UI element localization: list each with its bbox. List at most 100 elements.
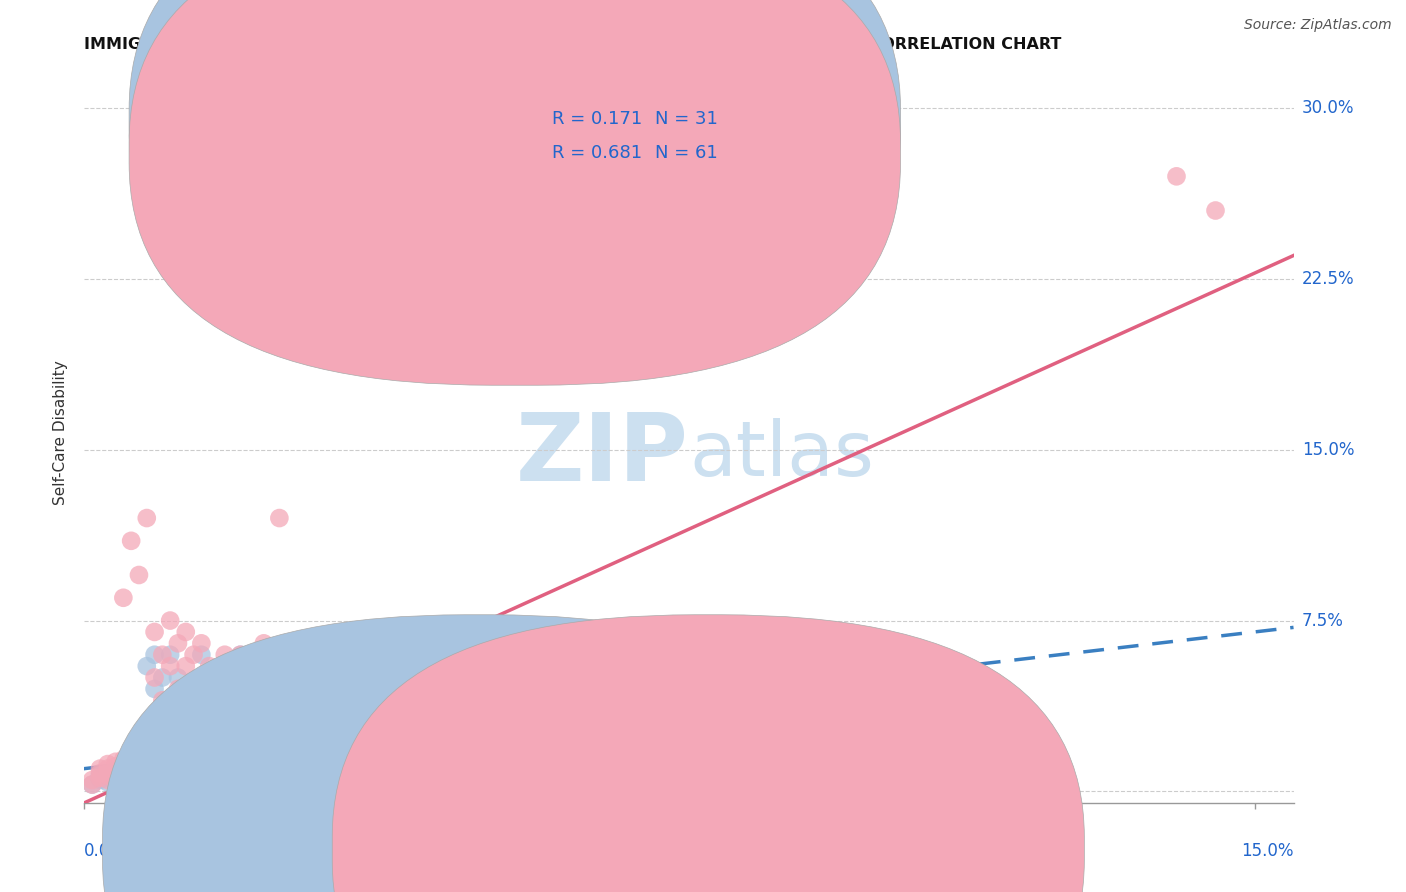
Point [128,771,150,785]
Point [190,671,212,685]
Point [104,764,127,778]
Point [120,766,142,780]
Point [97,762,120,776]
FancyBboxPatch shape [103,615,855,892]
Point [120,762,142,776]
Point [190,636,212,650]
Point [190,648,212,662]
Point [135,757,157,772]
Point [135,511,157,525]
Point [307,648,329,662]
Point [97,766,120,780]
Text: R = 0.681: R = 0.681 [553,144,643,161]
Point [269,511,291,525]
Point [97,768,120,782]
Point [150,693,173,707]
Point [737,671,759,685]
Point [120,757,142,772]
Point [128,755,150,769]
Point [253,636,276,650]
Text: ZIP: ZIP [516,409,689,500]
Point [159,614,181,628]
Point [120,533,142,548]
Point [167,636,190,650]
Point [174,659,197,673]
Text: 15.0%: 15.0% [1302,441,1354,458]
Text: 15.0%: 15.0% [1241,842,1294,860]
Point [229,675,252,690]
Text: IMMIGRANTS FROM DENMARK VS IMMIGRANTS FROM BELGIUM SELF-CARE DISABILITY CORRELAT: IMMIGRANTS FROM DENMARK VS IMMIGRANTS FR… [84,37,1062,52]
Point [82,778,104,792]
Point [112,771,135,785]
Point [853,675,876,690]
Point [229,648,252,662]
Point [128,759,150,773]
Point [581,630,603,644]
FancyBboxPatch shape [471,92,846,185]
Point [112,775,135,789]
Point [128,568,150,582]
Point [284,659,307,673]
Y-axis label: Self-Care Disability: Self-Care Disability [53,360,69,505]
Point [167,681,190,696]
Point [128,762,150,776]
Point [143,624,166,639]
Point [143,648,166,662]
Point [89,762,111,776]
Point [619,659,641,673]
Text: 0.0%: 0.0% [84,842,127,860]
Point [150,648,173,662]
Text: Source: ZipAtlas.com: Source: ZipAtlas.com [1244,18,1392,32]
Point [1166,169,1188,184]
Point [245,671,267,685]
FancyBboxPatch shape [129,0,901,385]
Point [143,671,166,685]
Text: 7.5%: 7.5% [1302,612,1344,630]
Point [167,671,190,685]
Point [112,752,135,766]
Point [174,693,197,707]
Point [97,772,120,787]
Point [135,772,157,787]
Point [97,771,120,785]
Text: N = 61: N = 61 [655,144,718,161]
Text: 30.0%: 30.0% [1302,99,1354,117]
Point [260,652,283,666]
Point [463,636,485,650]
Text: 22.5%: 22.5% [1302,270,1354,288]
Point [229,648,252,662]
Point [104,766,127,780]
Point [104,755,127,769]
Point [82,778,104,792]
Point [89,771,111,785]
Point [346,624,368,639]
Point [112,762,135,776]
FancyBboxPatch shape [129,0,901,352]
Point [159,659,181,673]
Text: R = 0.171: R = 0.171 [553,111,643,128]
Point [104,772,127,787]
Point [97,757,120,772]
Point [135,766,157,780]
Point [238,659,260,673]
Text: Immigrants from Denmark: Immigrants from Denmark [499,839,703,855]
Point [183,648,205,662]
Point [1205,203,1227,218]
Point [82,772,104,787]
FancyBboxPatch shape [332,615,1084,892]
Point [97,775,120,789]
Point [104,759,127,773]
Point [541,659,564,673]
Point [775,705,797,719]
Text: Immigrants from Belgium: Immigrants from Belgium [728,839,925,855]
Point [89,772,111,787]
Point [104,778,127,792]
Point [205,675,228,690]
Point [143,681,166,696]
Point [150,671,173,685]
Point [269,652,291,666]
Text: atlas: atlas [689,417,873,491]
Point [198,659,221,673]
Point [159,648,181,662]
Point [291,636,314,650]
